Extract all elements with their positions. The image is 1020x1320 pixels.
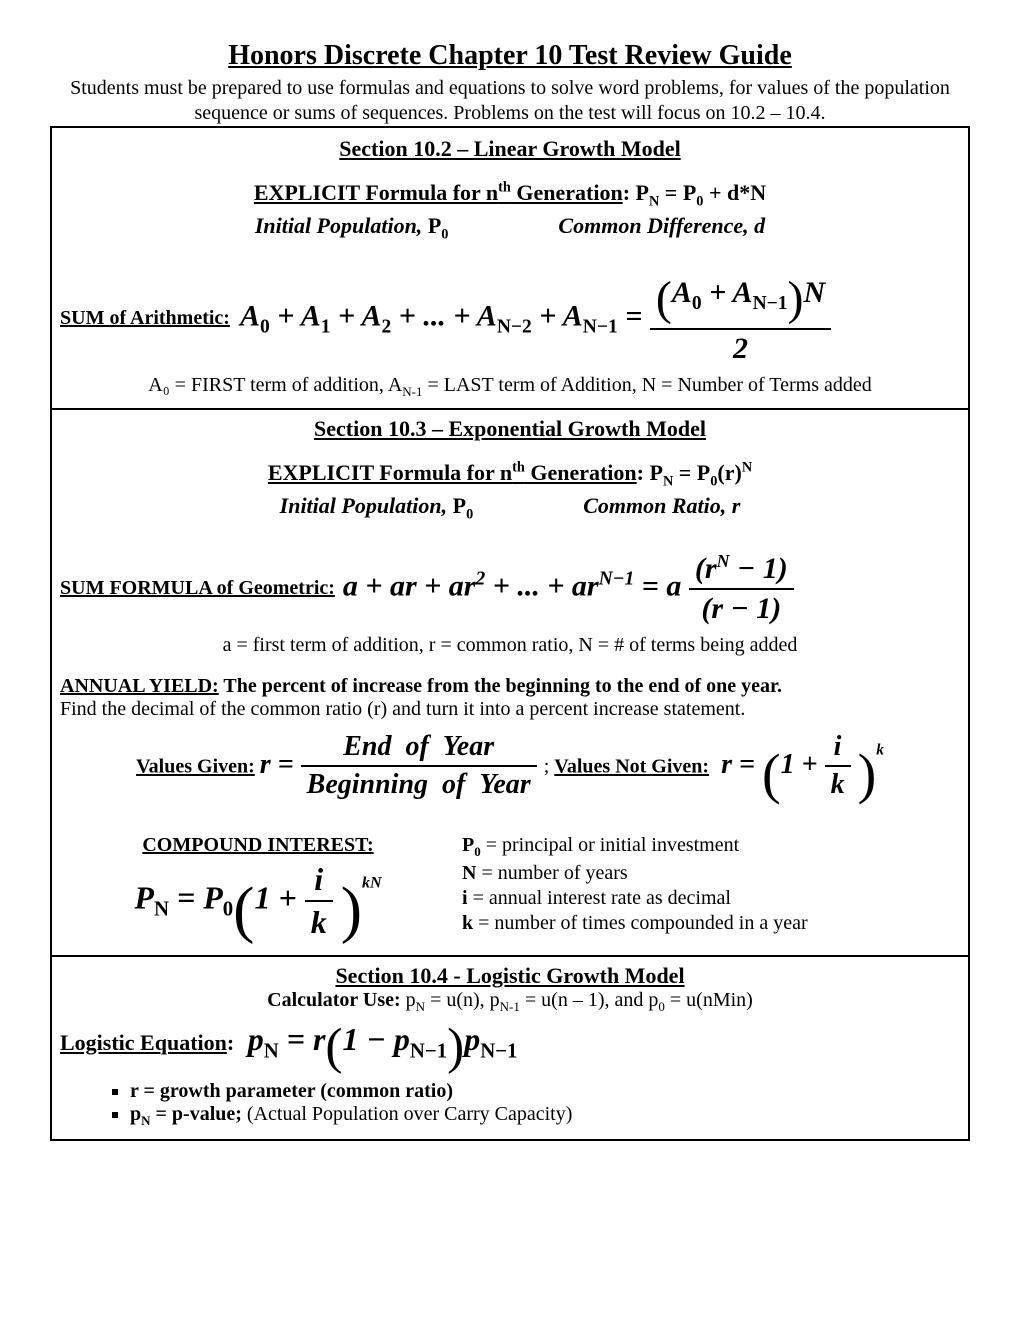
- arith-note-b: = LAST term of Addition, N = Number of T…: [422, 374, 871, 396]
- bullet1-text: r = growth parameter (common ratio): [130, 1080, 453, 1102]
- arithmetic-sum-label: SUM of Arithmetic:: [60, 307, 230, 330]
- annual-yield-bold: The percent of increase from the beginni…: [219, 675, 782, 697]
- explicit-suffix-102: Generation: [511, 180, 623, 205]
- initial-pop-label-2: Initial Population,: [280, 493, 448, 518]
- values-not-given-formula: r = (1 + ik )k: [714, 749, 884, 780]
- explicit-suffix-103: Generation: [525, 460, 637, 485]
- intro-text: Students must be prepared to use formula…: [50, 76, 970, 126]
- compound-interest-formula: PN = P0(1 + ik )kN: [60, 861, 456, 947]
- values-given-formula: r = End of Year Beginning of Year: [260, 749, 544, 780]
- common-ratio-label: Common Ratio, r: [583, 493, 740, 518]
- compound-interest-label: COMPOUND INTEREST:: [60, 834, 456, 857]
- content-box: Section 10.2 – Linear Growth Model EXPLI…: [50, 126, 970, 1141]
- n-def: = number of years: [476, 862, 627, 884]
- arithmetic-sum-row: SUM of Arithmetic: A0 + A1 + A2 + ... + …: [60, 271, 960, 366]
- explicit-formula-102: EXPLICIT Formula for nth Generation: PN …: [60, 180, 960, 211]
- geometric-sum-label: SUM FORMULA of Geometric:: [60, 577, 335, 600]
- bullet2c: (Actual Population over Carry Capacity): [242, 1103, 572, 1125]
- initial-pop-label: Initial Population,: [255, 213, 423, 238]
- explicit-formula-103: EXPLICIT Formula for nth Generation: PN …: [60, 460, 960, 491]
- arith-note-a: A₀ = FIRST term of addition, A: [148, 374, 402, 396]
- bullet-pn: pN = p-value; (Actual Population over Ca…: [130, 1103, 960, 1129]
- arithmetic-sum-formula: A0 + A1 + A2 + ... + AN−2 + AN−1 = (A0 +…: [240, 271, 831, 366]
- bullet2a: p: [130, 1103, 141, 1125]
- logistic-bullets: r = growth parameter (common ratio) pN =…: [130, 1080, 960, 1129]
- calc-use-line: Calculator Use: pN = u(n), pN-1 = u(n – …: [60, 989, 960, 1015]
- common-diff-label: Common Difference, d: [558, 213, 765, 238]
- sub-line-103: Initial Population, P0Common Ratio, r: [60, 493, 960, 523]
- compound-interest-row: COMPOUND INTEREST: PN = P0(1 + ik )kN P0…: [60, 834, 960, 947]
- explicit-label-102: EXPLICIT Formula for n: [254, 180, 498, 205]
- logistic-equation-row: Logistic Equation: pN = r(1 − pN−1)pN−1: [60, 1017, 960, 1076]
- geometric-sum-row: SUM FORMULA of Geometric: a + ar + ar2 +…: [60, 551, 960, 626]
- logistic-label: Logistic Equation: [60, 1030, 227, 1055]
- annual-yield-line2: Find the decimal of the common ratio (r)…: [60, 698, 745, 720]
- page-title: Honors Discrete Chapter 10 Test Review G…: [50, 40, 970, 72]
- section-103-title: Section 10.3 – Exponential Growth Model: [60, 416, 960, 442]
- i-def: = annual interest rate as decimal: [468, 887, 731, 909]
- values-not-given-label: Values Not Given:: [554, 756, 709, 778]
- section-102-title: Section 10.2 – Linear Growth Model: [60, 136, 960, 162]
- values-row: Values Given: r = End of Year Beginning …: [60, 731, 960, 806]
- sub-line-102: Initial Population, P0Common Difference,…: [60, 213, 960, 243]
- geometric-sum-formula: a + ar + ar2 + ... + arN−1 = a (rN − 1) …: [343, 551, 794, 626]
- calc-use-label: Calculator Use:: [267, 989, 401, 1011]
- divider-2: [52, 955, 968, 957]
- p0-def: = principal or initial investment: [481, 834, 739, 856]
- logistic-formula: pN = r(1 − pN−1)pN−1: [240, 1021, 518, 1057]
- geometric-note: a = first term of addition, r = common r…: [60, 634, 960, 657]
- bullet-r: r = growth parameter (common ratio): [130, 1080, 960, 1103]
- explicit-label-103: EXPLICIT Formula for n: [268, 460, 512, 485]
- annual-yield-block: ANNUAL YIELD: The percent of increase fr…: [60, 675, 960, 721]
- section-104-title: Section 10.4 - Logistic Growth Model: [60, 963, 960, 989]
- arithmetic-note: A₀ = FIRST term of addition, AN-1 = LAST…: [60, 374, 960, 400]
- compound-defs: P0 = principal or initial investment N =…: [456, 834, 960, 937]
- k-def: = number of times compounded in a year: [473, 912, 808, 934]
- divider-1: [52, 408, 968, 410]
- annual-yield-label: ANNUAL YIELD:: [60, 675, 219, 697]
- values-given-label: Values Given:: [136, 756, 255, 778]
- bullet2b: = p-value;: [151, 1103, 242, 1125]
